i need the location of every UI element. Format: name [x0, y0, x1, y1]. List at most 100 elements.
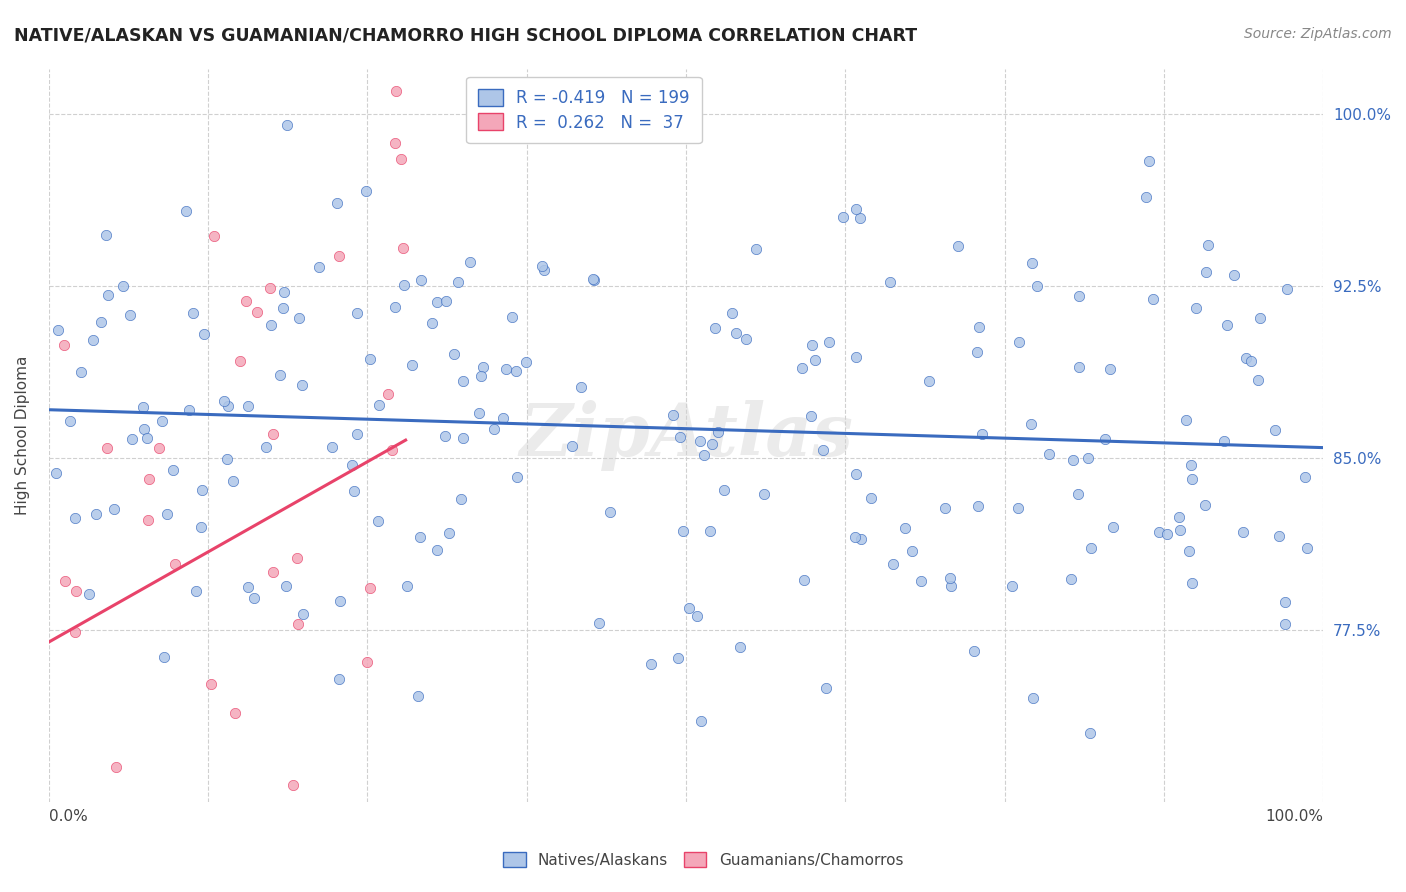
Point — [1168, 510, 1191, 524]
Point — [84, 507, 107, 521]
Point — [1175, 413, 1198, 427]
Point — [135, 431, 157, 445]
Point — [281, 778, 304, 792]
Point — [202, 229, 225, 244]
Point — [292, 607, 315, 621]
Point — [1060, 572, 1083, 586]
Point — [1294, 470, 1316, 484]
Point — [1239, 354, 1261, 368]
Point — [434, 293, 457, 308]
Point — [366, 514, 388, 528]
Point — [217, 399, 239, 413]
Point — [451, 375, 474, 389]
Point — [1135, 189, 1157, 203]
Point — [901, 543, 924, 558]
Point — [1268, 529, 1291, 543]
Text: 0.0%: 0.0% — [49, 809, 87, 824]
Point — [619, 84, 641, 98]
Point — [96, 441, 118, 455]
Point — [346, 427, 368, 442]
Point — [582, 271, 605, 285]
Point — [1222, 268, 1244, 282]
Point — [453, 431, 475, 445]
Point — [1197, 237, 1219, 252]
Point — [686, 609, 709, 624]
Point — [482, 422, 505, 436]
Point — [359, 351, 381, 366]
Point — [1142, 292, 1164, 306]
Point — [1295, 541, 1317, 555]
Point — [150, 415, 173, 429]
Point — [1137, 153, 1160, 168]
Point — [894, 520, 917, 534]
Point — [666, 651, 689, 665]
Point — [103, 502, 125, 516]
Point — [661, 408, 683, 422]
Point — [941, 579, 963, 593]
Point — [1067, 289, 1090, 303]
Point — [1178, 544, 1201, 558]
Point — [132, 422, 155, 436]
Point — [148, 441, 170, 455]
Point — [381, 443, 404, 458]
Point — [82, 333, 104, 347]
Point — [970, 426, 993, 441]
Point — [588, 616, 610, 631]
Point — [406, 689, 429, 703]
Point — [273, 285, 295, 299]
Point — [53, 574, 76, 589]
Point — [262, 565, 284, 579]
Point — [77, 586, 100, 600]
Point — [343, 483, 366, 498]
Point — [569, 380, 592, 394]
Point — [401, 358, 423, 372]
Point — [938, 571, 960, 585]
Point — [1038, 447, 1060, 461]
Point — [243, 591, 266, 605]
Point — [326, 195, 349, 210]
Point — [246, 807, 269, 822]
Point — [329, 594, 352, 608]
Point — [882, 557, 904, 571]
Point — [356, 655, 378, 669]
Point — [561, 439, 583, 453]
Point — [136, 513, 159, 527]
Point — [967, 319, 990, 334]
Point — [1156, 527, 1178, 541]
Point — [356, 801, 378, 815]
Point — [111, 279, 134, 293]
Point — [704, 321, 727, 335]
Point — [1077, 450, 1099, 465]
Point — [53, 338, 76, 352]
Point — [236, 399, 259, 413]
Point — [70, 365, 93, 379]
Point — [65, 584, 87, 599]
Point — [752, 487, 775, 501]
Point — [118, 309, 141, 323]
Point — [1007, 501, 1029, 516]
Point — [260, 318, 283, 333]
Point — [1098, 362, 1121, 376]
Point — [285, 551, 308, 566]
Point — [340, 458, 363, 472]
Point — [328, 249, 350, 263]
Point — [254, 441, 277, 455]
Point — [276, 119, 298, 133]
Point — [745, 242, 768, 256]
Text: ZipAtlas: ZipAtlas — [519, 400, 853, 471]
Point — [700, 437, 723, 451]
Point — [1249, 311, 1271, 326]
Point — [671, 524, 693, 538]
Point — [1181, 575, 1204, 590]
Point — [385, 84, 408, 98]
Point — [389, 152, 412, 166]
Point — [1168, 523, 1191, 537]
Point — [177, 402, 200, 417]
Point — [446, 275, 468, 289]
Point — [186, 584, 208, 599]
Point — [1234, 351, 1257, 365]
Point — [699, 524, 721, 539]
Point — [730, 640, 752, 654]
Point — [492, 410, 515, 425]
Point — [287, 310, 309, 325]
